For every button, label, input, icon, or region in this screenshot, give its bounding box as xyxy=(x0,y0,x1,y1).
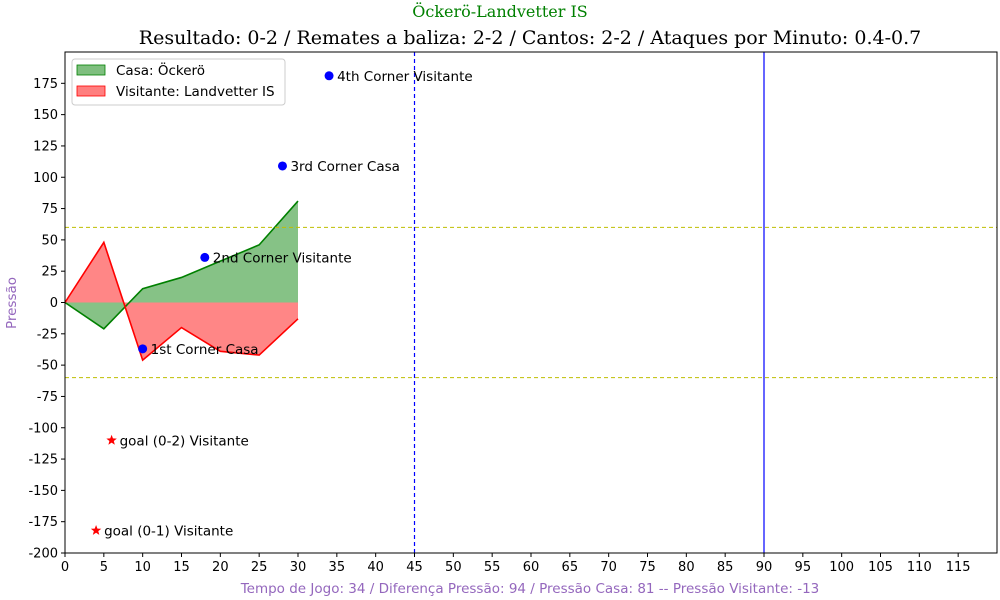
x-tick-label: 10 xyxy=(134,560,151,575)
x-tick-label: 60 xyxy=(523,560,540,575)
goal-marker-5 xyxy=(90,524,102,535)
legend-box xyxy=(71,58,286,106)
y-tick-label: -125 xyxy=(28,453,58,468)
y-tick-label: 150 xyxy=(33,108,58,123)
y-tick-label: 100 xyxy=(33,171,58,186)
y-tick-label: -75 xyxy=(37,390,58,405)
y-tick-label: -50 xyxy=(37,359,58,374)
y-tick-label: 25 xyxy=(41,265,58,280)
event-label-5: goal (0-1) Visitante xyxy=(104,523,233,539)
legend-swatch-1 xyxy=(76,85,106,97)
x-tick-label: 40 xyxy=(367,560,384,575)
event-label-1: 3rd Corner Casa xyxy=(290,159,399,175)
x-tick-label: 65 xyxy=(562,560,579,575)
event-label-4: goal (0-2) Visitante xyxy=(120,433,249,449)
x-tick-label: 90 xyxy=(756,560,773,575)
x-tick-label: 15 xyxy=(173,560,190,575)
x-tick-label: 45 xyxy=(406,560,423,575)
x-tick-label: 75 xyxy=(639,560,656,575)
corner-marker-0 xyxy=(324,71,334,81)
y-tick-label: -25 xyxy=(37,327,58,342)
y-tick-label: -150 xyxy=(28,484,58,499)
x-tick-label: 80 xyxy=(678,560,695,575)
goal-marker-4 xyxy=(106,434,117,445)
legend-label-0: Casa: Öckerö xyxy=(116,61,205,79)
corner-marker-1 xyxy=(277,161,287,171)
x-tick-label: 5 xyxy=(100,560,108,575)
chart-suptitle: Öckerö-Landvetter IS xyxy=(412,1,588,21)
series-line-0 xyxy=(64,200,299,330)
x-tick-label: 0 xyxy=(61,560,69,575)
legend-swatch-0 xyxy=(76,64,106,76)
x-tick-label: 55 xyxy=(484,560,501,575)
event-label-3: 1st Corner Casa xyxy=(151,342,259,358)
y-tick-label: -100 xyxy=(28,421,58,436)
x-tick-label: 100 xyxy=(829,560,854,575)
event-label-2: 2nd Corner Visitante xyxy=(213,250,352,266)
y-axis-label: Pressão xyxy=(4,277,20,329)
x-tick-label: 70 xyxy=(600,560,617,575)
y-tick-label: 50 xyxy=(41,233,58,248)
legend: Casa: Öckerö Visitante: Landvetter IS xyxy=(71,58,286,106)
event-label-0: 4th Corner Visitante xyxy=(337,69,473,85)
x-tick-label: 95 xyxy=(795,560,812,575)
x-tick-label: 85 xyxy=(717,560,734,575)
plot-area: 4th Corner Visitante 3rd Corner Casa 2nd C… xyxy=(64,52,997,553)
series-line-1 xyxy=(64,240,299,362)
y-tick-label: -175 xyxy=(28,515,58,530)
x-tick-label: 35 xyxy=(329,560,346,575)
y-tick-label: -200 xyxy=(28,547,58,562)
x-tick-label: 115 xyxy=(946,560,971,575)
x-tick-label: 110 xyxy=(907,560,932,575)
y-tick-label: 75 xyxy=(41,202,58,217)
x-tick-label: 105 xyxy=(868,560,893,575)
legend-label-1: Visitante: Landvetter IS xyxy=(116,84,275,100)
x-tick-label: 30 xyxy=(290,560,307,575)
y-tick-label: 175 xyxy=(33,77,58,92)
y-tick-label: 0 xyxy=(50,296,58,311)
y-tick-label: 125 xyxy=(33,139,58,154)
series-area-1 xyxy=(65,242,298,361)
series-area-0 xyxy=(65,201,298,329)
x-axis-label: Tempo de Jogo: 34 / Diferença Pressão: 9… xyxy=(240,581,820,597)
corner-marker-2 xyxy=(200,252,210,262)
chart-title: Resultado: 0-2 / Remates a baliza: 2-2 /… xyxy=(139,27,921,49)
axes: 0 5 10 15 20 25 30 35 40 45 50 55 60 65 70 75 80 85 90 95 10… xyxy=(28,51,998,575)
x-tick-label: 25 xyxy=(251,560,268,575)
x-tick-label: 50 xyxy=(445,560,462,575)
x-tick-label: 20 xyxy=(212,560,229,575)
corner-marker-3 xyxy=(138,344,148,354)
